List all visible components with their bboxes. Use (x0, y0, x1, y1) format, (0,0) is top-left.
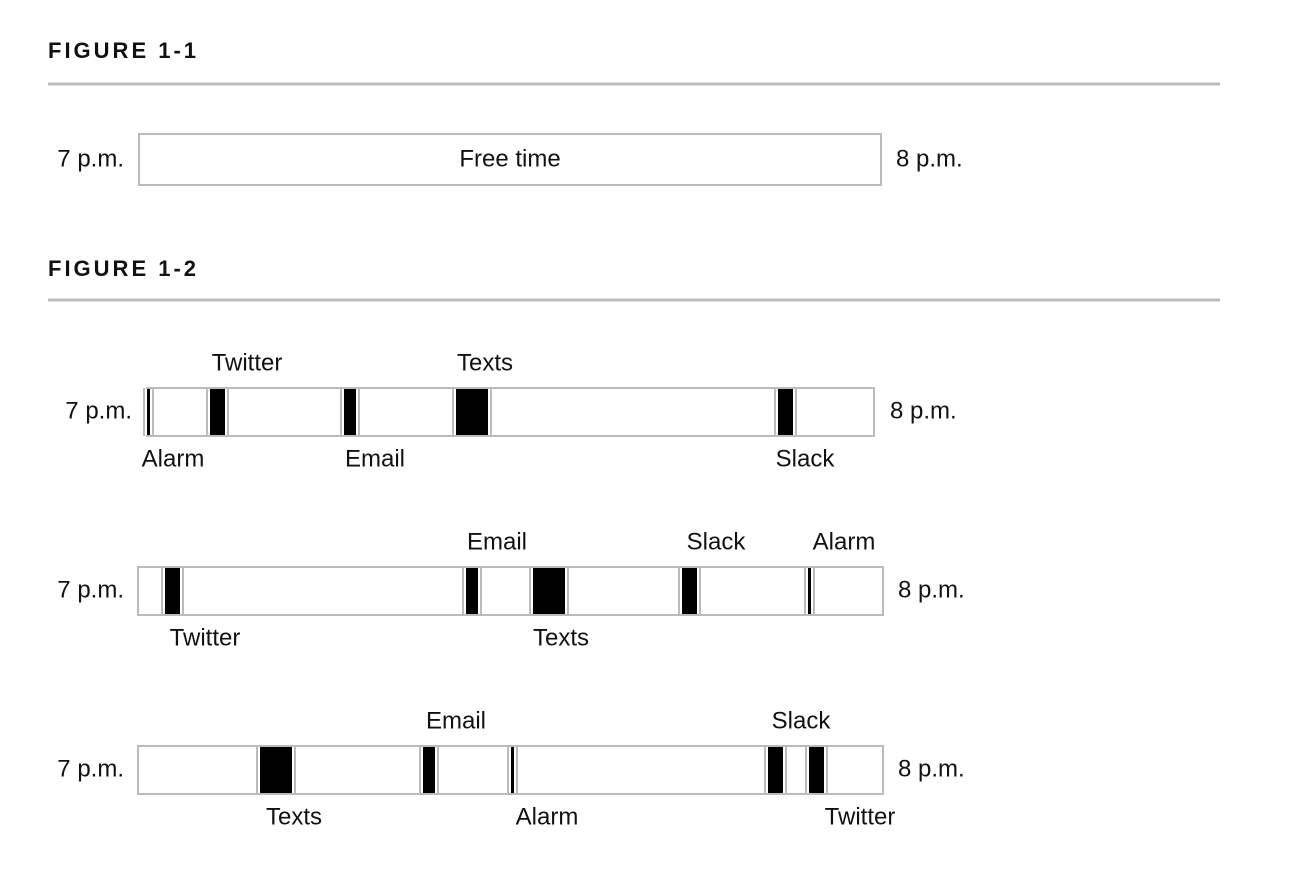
free-time-block (138, 133, 882, 186)
start-label: 7 p.m. (57, 755, 124, 782)
start-label: 7 p.m. (57, 576, 124, 603)
block-label: Free time (459, 145, 560, 172)
interruption-label: Alarm (813, 528, 876, 555)
timeline-bar (145, 387, 875, 437)
interruption-label: Twitter (825, 803, 896, 830)
end-label: 8 p.m. (890, 397, 957, 424)
start-label: 7 p.m. (65, 397, 132, 424)
interruption-label: Email (345, 445, 405, 472)
interruption-label: Alarm (516, 803, 579, 830)
interruption (147, 388, 150, 436)
interruption-label: Texts (533, 624, 589, 651)
interruption (165, 567, 180, 615)
interruption (778, 388, 793, 436)
interruption (423, 746, 435, 794)
interruption (809, 746, 824, 794)
timeline-bar (137, 566, 884, 616)
interruption-label: Slack (772, 707, 832, 734)
interruption (533, 567, 565, 615)
figure-title: FIGURE 1-2 (48, 256, 199, 281)
interruption (456, 388, 488, 436)
end-label: 8 p.m. (898, 755, 965, 782)
interruption-label: Twitter (170, 624, 241, 651)
interruption (344, 388, 356, 436)
interruption-label: Alarm (142, 445, 205, 472)
interruption-label: Slack (687, 528, 747, 555)
interruption (466, 567, 478, 615)
end-label: 8 p.m. (896, 145, 963, 172)
interruption-label: Email (426, 707, 486, 734)
start-label: 7 p.m. (57, 145, 124, 172)
interruption (210, 388, 225, 436)
interruption (511, 746, 514, 794)
interruption-label: Texts (457, 349, 513, 376)
interruption-label: Email (467, 528, 527, 555)
interruption (808, 567, 811, 615)
interruption (260, 746, 292, 794)
end-label: 8 p.m. (898, 576, 965, 603)
figure-title: FIGURE 1-1 (48, 38, 199, 63)
interruption (682, 567, 697, 615)
interruption-label: Twitter (212, 349, 283, 376)
interruption-label: Texts (266, 803, 322, 830)
interruption (768, 746, 783, 794)
interruption-label: Slack (776, 445, 836, 472)
